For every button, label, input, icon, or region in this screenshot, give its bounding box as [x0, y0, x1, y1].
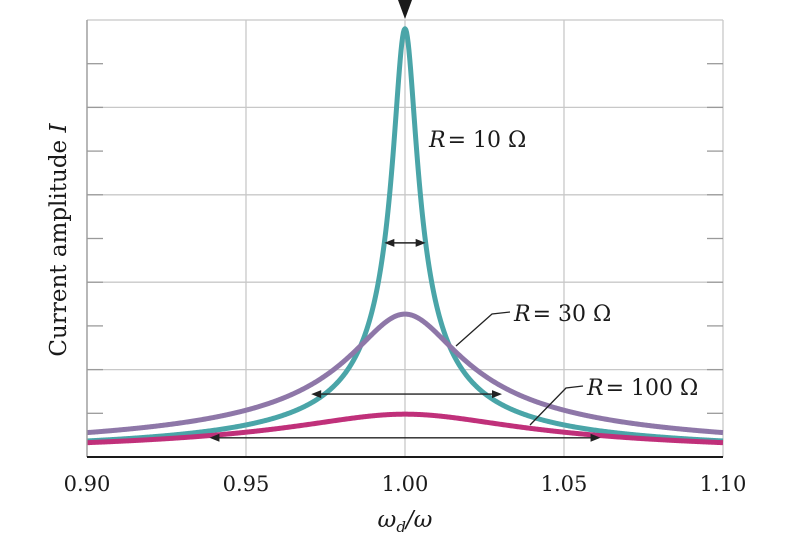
y-axis-label: Current amplitude I: [46, 123, 72, 357]
x-tick-label: 1.00: [382, 472, 429, 496]
series-label-r100: R= 100 Ω: [586, 376, 698, 401]
series-label-r10: R= 10 Ω: [428, 128, 526, 153]
x-tick-label: 0.95: [223, 472, 270, 496]
width-arrow-r10: [384, 238, 426, 247]
width-arrows: [209, 238, 601, 442]
x-tick-label: 1.05: [541, 472, 588, 496]
x-axis-label: ωd/ω: [378, 507, 433, 536]
x-tick-label: 1.10: [700, 472, 747, 496]
series-line-r30: [85, 311, 725, 436]
series-curves: [85, 26, 725, 446]
leader-line-r30: [455, 311, 511, 347]
series-line-r10: [85, 26, 725, 444]
axes: 0.90 0.95 1.00 1.05 1.10: [64, 0, 747, 496]
x-tick-label: 0.90: [64, 472, 111, 496]
series-label-r30: R= 30 Ω: [513, 302, 611, 327]
leader-line-r100: [529, 385, 584, 426]
series-line-r100: [85, 411, 725, 446]
resonance-marker: [398, 0, 412, 19]
width-arrow-r100: [209, 433, 601, 442]
width-arrow-r30: [311, 390, 502, 399]
